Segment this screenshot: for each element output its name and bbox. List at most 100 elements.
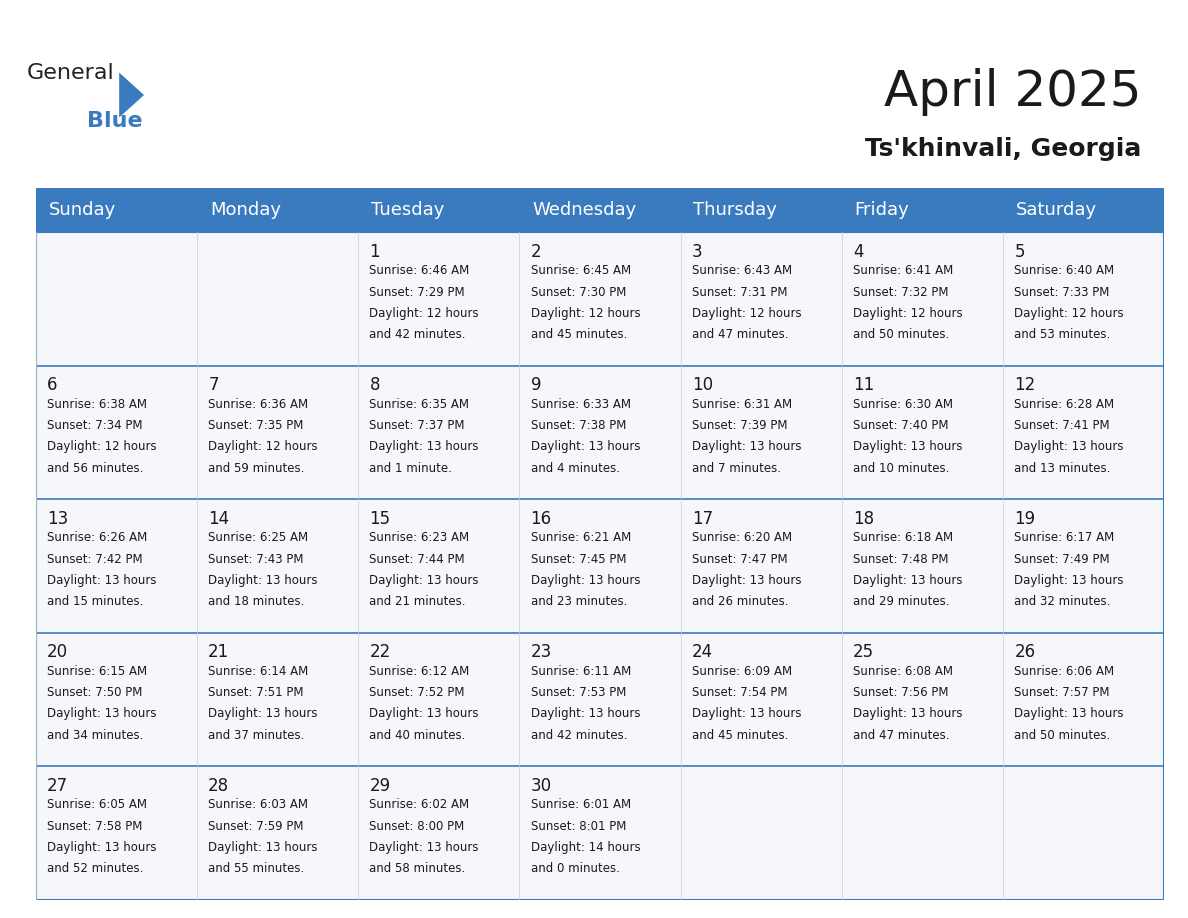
Text: Sunrise: 6:12 AM: Sunrise: 6:12 AM bbox=[369, 665, 469, 677]
Text: 27: 27 bbox=[48, 777, 68, 795]
Text: and 34 minutes.: and 34 minutes. bbox=[48, 729, 144, 742]
Text: Daylight: 13 hours: Daylight: 13 hours bbox=[369, 441, 479, 453]
Text: Daylight: 13 hours: Daylight: 13 hours bbox=[691, 574, 802, 587]
Text: and 47 minutes.: and 47 minutes. bbox=[853, 729, 949, 742]
Text: and 1 minute.: and 1 minute. bbox=[369, 462, 453, 475]
Text: Sunset: 7:39 PM: Sunset: 7:39 PM bbox=[691, 420, 788, 432]
Text: Sunset: 7:43 PM: Sunset: 7:43 PM bbox=[208, 553, 304, 565]
Text: Sunrise: 6:33 AM: Sunrise: 6:33 AM bbox=[531, 397, 631, 410]
Text: Sunset: 7:34 PM: Sunset: 7:34 PM bbox=[48, 420, 143, 432]
Text: and 52 minutes.: and 52 minutes. bbox=[48, 862, 144, 875]
Text: Sunrise: 6:25 AM: Sunrise: 6:25 AM bbox=[208, 532, 308, 544]
Text: Sunset: 7:49 PM: Sunset: 7:49 PM bbox=[1015, 553, 1110, 565]
Text: 18: 18 bbox=[853, 509, 874, 528]
Text: and 13 minutes.: and 13 minutes. bbox=[1015, 462, 1111, 475]
Text: Sunset: 7:56 PM: Sunset: 7:56 PM bbox=[853, 686, 948, 700]
Text: Daylight: 13 hours: Daylight: 13 hours bbox=[369, 574, 479, 587]
Text: Sunrise: 6:45 AM: Sunrise: 6:45 AM bbox=[531, 264, 631, 277]
Text: Sunrise: 6:15 AM: Sunrise: 6:15 AM bbox=[48, 665, 147, 677]
Text: 29: 29 bbox=[369, 777, 391, 795]
Text: and 42 minutes.: and 42 minutes. bbox=[531, 729, 627, 742]
Text: Sunrise: 6:38 AM: Sunrise: 6:38 AM bbox=[48, 397, 147, 410]
Text: Sunrise: 6:17 AM: Sunrise: 6:17 AM bbox=[1015, 532, 1114, 544]
Text: 19: 19 bbox=[1015, 509, 1036, 528]
Text: and 59 minutes.: and 59 minutes. bbox=[208, 462, 304, 475]
Text: and 55 minutes.: and 55 minutes. bbox=[208, 862, 304, 875]
Text: Sunrise: 6:35 AM: Sunrise: 6:35 AM bbox=[369, 397, 469, 410]
Bar bbox=[36, 499, 197, 633]
Text: and 50 minutes.: and 50 minutes. bbox=[1015, 729, 1111, 742]
Text: Daylight: 12 hours: Daylight: 12 hours bbox=[691, 307, 802, 320]
Text: and 45 minutes.: and 45 minutes. bbox=[531, 329, 627, 341]
Bar bbox=[519, 232, 681, 365]
Text: Daylight: 13 hours: Daylight: 13 hours bbox=[1015, 441, 1124, 453]
Text: 9: 9 bbox=[531, 376, 541, 395]
Text: 11: 11 bbox=[853, 376, 874, 395]
Text: Sunrise: 6:14 AM: Sunrise: 6:14 AM bbox=[208, 665, 309, 677]
Text: Daylight: 13 hours: Daylight: 13 hours bbox=[48, 841, 157, 854]
Text: Sunset: 7:40 PM: Sunset: 7:40 PM bbox=[853, 420, 948, 432]
Bar bbox=[519, 767, 681, 900]
Bar bbox=[842, 365, 1003, 499]
Text: Ts'khinvali, Georgia: Ts'khinvali, Georgia bbox=[865, 137, 1142, 161]
Text: and 18 minutes.: and 18 minutes. bbox=[208, 595, 304, 609]
Text: Sunrise: 6:18 AM: Sunrise: 6:18 AM bbox=[853, 532, 953, 544]
Text: Daylight: 13 hours: Daylight: 13 hours bbox=[853, 441, 962, 453]
Text: Sunrise: 6:02 AM: Sunrise: 6:02 AM bbox=[369, 798, 469, 812]
Text: Sunrise: 6:06 AM: Sunrise: 6:06 AM bbox=[1015, 665, 1114, 677]
Text: and 21 minutes.: and 21 minutes. bbox=[369, 595, 466, 609]
Bar bbox=[842, 633, 1003, 767]
Bar bbox=[197, 633, 358, 767]
Bar bbox=[197, 767, 358, 900]
Text: Daylight: 13 hours: Daylight: 13 hours bbox=[1015, 708, 1124, 721]
Text: and 53 minutes.: and 53 minutes. bbox=[1015, 329, 1111, 341]
Text: Sunset: 8:00 PM: Sunset: 8:00 PM bbox=[369, 820, 465, 833]
Text: Daylight: 13 hours: Daylight: 13 hours bbox=[531, 441, 640, 453]
Text: Daylight: 12 hours: Daylight: 12 hours bbox=[853, 307, 962, 320]
Text: 17: 17 bbox=[691, 509, 713, 528]
Text: 4: 4 bbox=[853, 243, 864, 261]
Text: Daylight: 13 hours: Daylight: 13 hours bbox=[369, 841, 479, 854]
Bar bbox=[1003, 499, 1164, 633]
Text: Sunset: 7:52 PM: Sunset: 7:52 PM bbox=[369, 686, 465, 700]
Text: 12: 12 bbox=[1015, 376, 1036, 395]
Text: 6: 6 bbox=[48, 376, 57, 395]
Bar bbox=[358, 767, 519, 900]
Text: 21: 21 bbox=[208, 644, 229, 661]
Text: 30: 30 bbox=[531, 777, 551, 795]
Text: Daylight: 13 hours: Daylight: 13 hours bbox=[48, 708, 157, 721]
Text: and 58 minutes.: and 58 minutes. bbox=[369, 862, 466, 875]
Text: Sunset: 8:01 PM: Sunset: 8:01 PM bbox=[531, 820, 626, 833]
Text: 1: 1 bbox=[369, 243, 380, 261]
Text: Daylight: 13 hours: Daylight: 13 hours bbox=[48, 574, 157, 587]
Text: Daylight: 13 hours: Daylight: 13 hours bbox=[208, 574, 317, 587]
Text: and 29 minutes.: and 29 minutes. bbox=[853, 595, 949, 609]
Bar bbox=[358, 365, 519, 499]
Text: General: General bbox=[27, 62, 114, 83]
Text: Sunrise: 6:05 AM: Sunrise: 6:05 AM bbox=[48, 798, 147, 812]
Text: 22: 22 bbox=[369, 644, 391, 661]
Text: and 40 minutes.: and 40 minutes. bbox=[369, 729, 466, 742]
Text: Sunrise: 6:46 AM: Sunrise: 6:46 AM bbox=[369, 264, 469, 277]
Text: Sunrise: 6:08 AM: Sunrise: 6:08 AM bbox=[853, 665, 953, 677]
Text: and 0 minutes.: and 0 minutes. bbox=[531, 862, 619, 875]
Text: Sunset: 7:33 PM: Sunset: 7:33 PM bbox=[1015, 285, 1110, 298]
Text: April 2025: April 2025 bbox=[884, 68, 1142, 116]
Text: Daylight: 13 hours: Daylight: 13 hours bbox=[208, 841, 317, 854]
Text: and 42 minutes.: and 42 minutes. bbox=[369, 329, 466, 341]
Text: Sunrise: 6:40 AM: Sunrise: 6:40 AM bbox=[1015, 264, 1114, 277]
Text: Sunset: 7:54 PM: Sunset: 7:54 PM bbox=[691, 686, 788, 700]
Text: Daylight: 13 hours: Daylight: 13 hours bbox=[531, 574, 640, 587]
Text: Sunset: 7:44 PM: Sunset: 7:44 PM bbox=[369, 553, 465, 565]
Text: 3: 3 bbox=[691, 243, 702, 261]
Text: Sunset: 7:29 PM: Sunset: 7:29 PM bbox=[369, 285, 465, 298]
Text: 5: 5 bbox=[1015, 243, 1025, 261]
Text: Daylight: 13 hours: Daylight: 13 hours bbox=[691, 708, 802, 721]
Text: Sunrise: 6:23 AM: Sunrise: 6:23 AM bbox=[369, 532, 469, 544]
Text: Sunset: 7:47 PM: Sunset: 7:47 PM bbox=[691, 553, 788, 565]
Text: and 15 minutes.: and 15 minutes. bbox=[48, 595, 144, 609]
Text: Saturday: Saturday bbox=[1016, 201, 1097, 219]
Text: and 56 minutes.: and 56 minutes. bbox=[48, 462, 144, 475]
Text: Sunrise: 6:11 AM: Sunrise: 6:11 AM bbox=[531, 665, 631, 677]
Text: 15: 15 bbox=[369, 509, 391, 528]
